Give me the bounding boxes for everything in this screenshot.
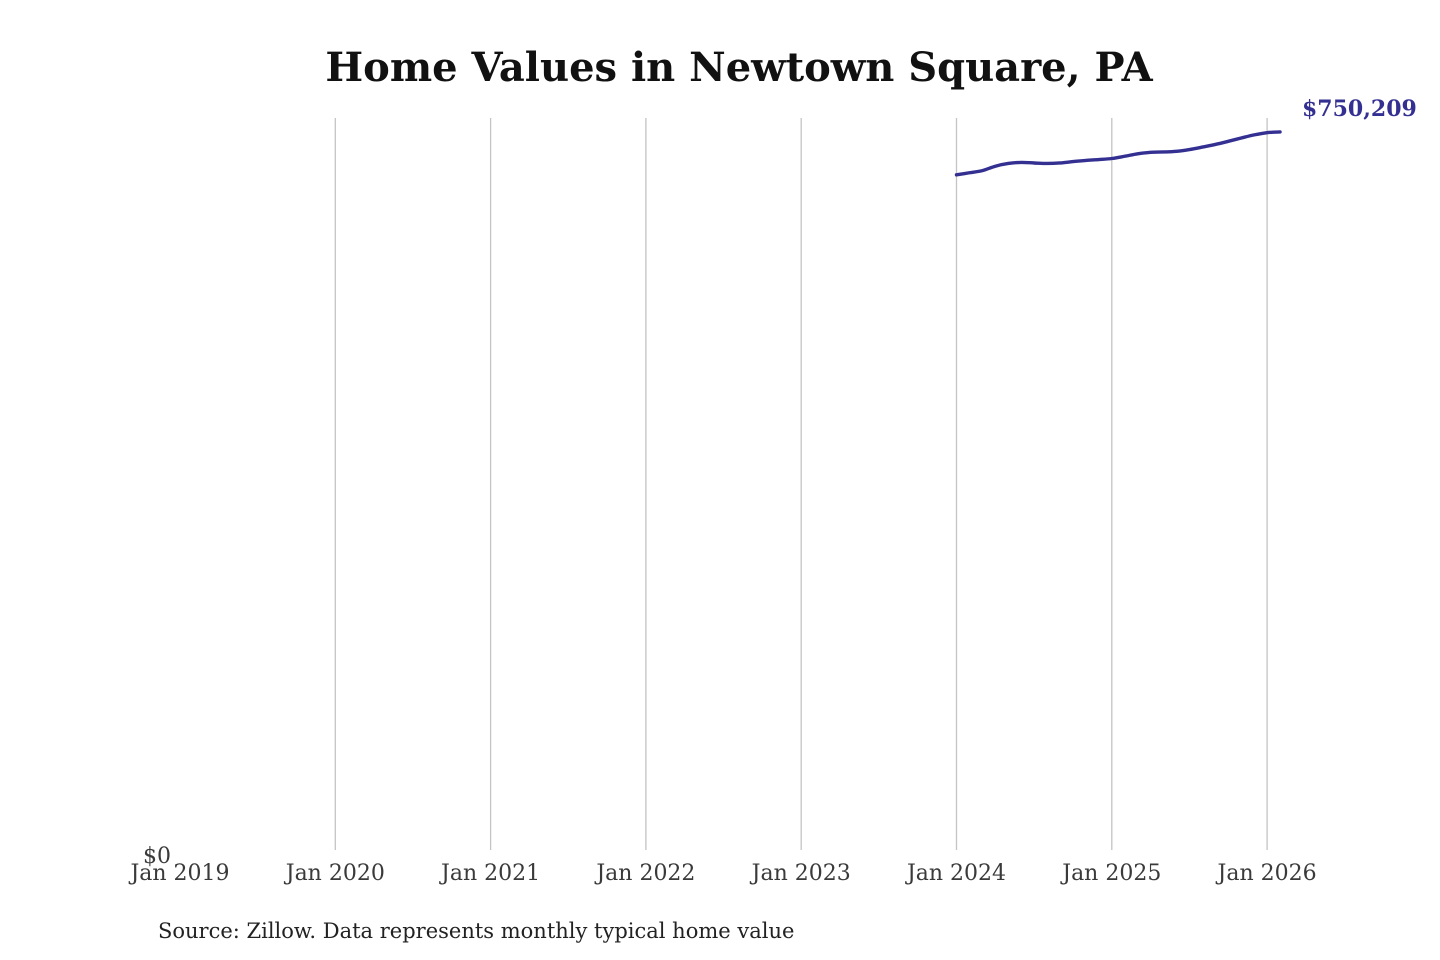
- data-point: [1240, 137, 1242, 139]
- chart-title: Home Values in Newtown Square, PA: [325, 44, 1153, 91]
- data-point: [1098, 158, 1100, 160]
- data-point: [1085, 159, 1087, 161]
- data-point: [994, 165, 996, 167]
- data-point: [1136, 153, 1138, 155]
- x-tick-label: Jan 2022: [594, 861, 695, 886]
- x-axis: Jan 2019 Jan 2020 Jan 2021 Jan 2022 Jan 2023…: [128, 861, 1316, 886]
- data-point: [1266, 131, 1268, 133]
- x-tick-label: Jan 2025: [1060, 861, 1161, 886]
- data-point: [1279, 131, 1281, 133]
- vertical-gridlines: [334, 118, 1268, 850]
- data-point: [1059, 162, 1061, 164]
- data-point: [1111, 157, 1113, 159]
- data-point: [1149, 151, 1151, 153]
- data-point: [981, 169, 983, 171]
- data-point: [1046, 162, 1048, 164]
- data-point: [1227, 140, 1229, 142]
- source-note: Source: Zillow. Data represents monthly …: [158, 919, 794, 943]
- data-point: [955, 174, 957, 176]
- x-tick-label: Jan 2019: [128, 861, 229, 886]
- data-point: [1188, 148, 1190, 150]
- data-point: [1033, 162, 1035, 164]
- data-point: [1072, 160, 1074, 162]
- data-point: [1020, 161, 1022, 163]
- data-point: [968, 172, 970, 174]
- data-point: [1162, 151, 1164, 153]
- data-point: [1214, 143, 1216, 145]
- home-value-line: [954, 130, 1282, 177]
- x-tick-label: Jan 2020: [284, 861, 385, 886]
- x-tick-label: Jan 2024: [905, 861, 1006, 886]
- x-tick-label: Jan 2023: [750, 861, 851, 886]
- data-point: [1124, 155, 1126, 157]
- x-tick-label: Jan 2026: [1216, 861, 1317, 886]
- data-point: [1253, 134, 1255, 136]
- x-tick-label: Jan 2021: [439, 861, 540, 886]
- data-point: [1175, 150, 1177, 152]
- data-point: [1201, 146, 1203, 148]
- home-value-points: [955, 131, 1281, 176]
- end-value-label: $750,209: [1302, 96, 1417, 122]
- y-tick-label: $0: [143, 844, 171, 869]
- data-point: [1007, 162, 1009, 164]
